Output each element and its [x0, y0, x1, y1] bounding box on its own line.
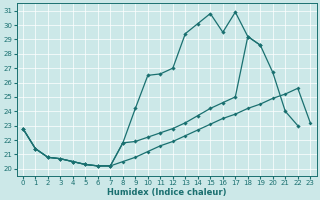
X-axis label: Humidex (Indice chaleur): Humidex (Indice chaleur) — [107, 188, 226, 197]
